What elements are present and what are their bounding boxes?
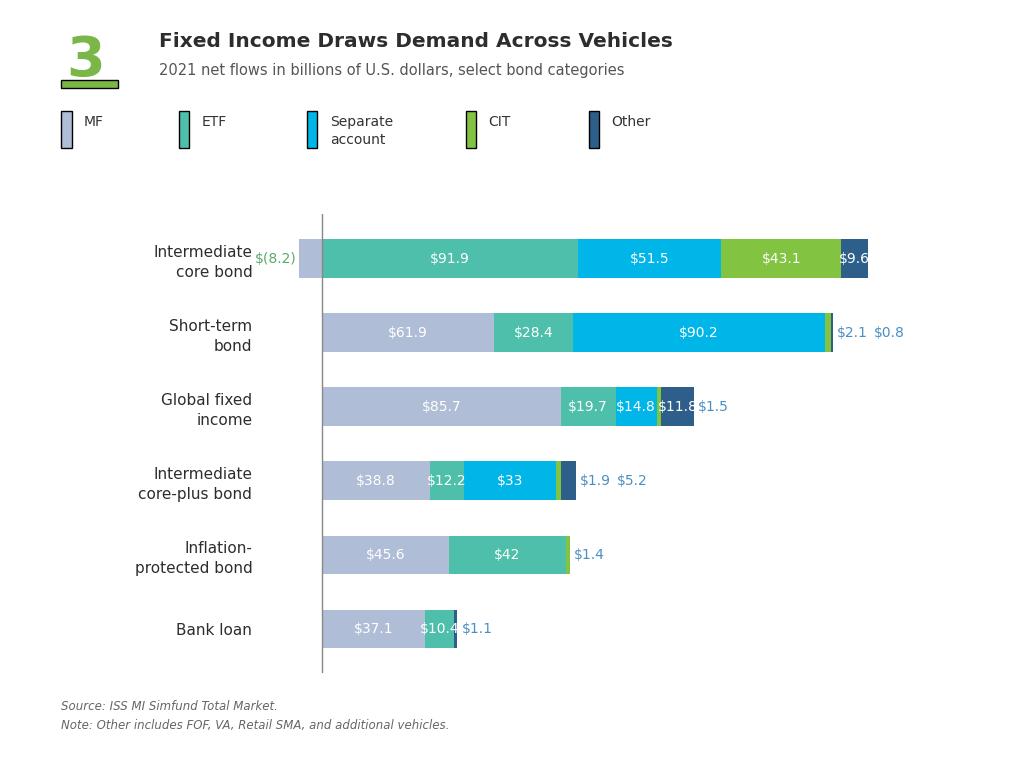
Text: MF: MF — [84, 115, 104, 129]
Text: $1.1: $1.1 — [462, 622, 493, 636]
Text: 2021 net flows in billions of U.S. dollars, select bond categories: 2021 net flows in billions of U.S. dolla… — [159, 63, 625, 78]
Text: $5.2: $5.2 — [616, 474, 647, 488]
Text: $10.4: $10.4 — [420, 622, 460, 636]
Text: 3: 3 — [67, 34, 105, 89]
Bar — [299, 239, 322, 278]
Text: $38.8: $38.8 — [356, 474, 396, 488]
Text: $1.5: $1.5 — [698, 399, 729, 414]
Bar — [660, 387, 694, 426]
Bar — [322, 314, 495, 352]
Text: Other: Other — [611, 115, 650, 129]
Text: $1.9: $1.9 — [580, 474, 611, 488]
Bar — [573, 314, 824, 352]
Bar — [322, 610, 425, 648]
Text: $19.7: $19.7 — [568, 399, 608, 414]
Text: $2.1: $2.1 — [837, 326, 867, 340]
Bar — [464, 461, 556, 500]
Text: ETF: ETF — [202, 115, 227, 129]
Text: $9.6: $9.6 — [840, 252, 870, 265]
Bar — [561, 461, 575, 500]
Text: $28.4: $28.4 — [514, 326, 554, 340]
Text: $11.8: $11.8 — [657, 399, 697, 414]
Bar — [830, 314, 833, 352]
Bar — [656, 387, 660, 426]
Bar — [322, 461, 430, 500]
Text: $12.2: $12.2 — [427, 474, 467, 488]
Bar — [561, 387, 615, 426]
Bar — [425, 610, 455, 648]
Text: $37.1: $37.1 — [354, 622, 393, 636]
Bar — [578, 239, 721, 278]
Text: $90.2: $90.2 — [679, 326, 719, 340]
Text: $91.9: $91.9 — [430, 252, 470, 265]
Bar — [449, 536, 566, 574]
Bar — [721, 239, 842, 278]
Text: Note: Other includes FOF, VA, Retail SMA, and additional vehicles.: Note: Other includes FOF, VA, Retail SMA… — [61, 719, 450, 732]
Text: $14.8: $14.8 — [616, 399, 656, 414]
Text: $(8.2): $(8.2) — [255, 252, 296, 265]
Bar — [322, 387, 561, 426]
Bar — [495, 314, 573, 352]
Bar — [455, 610, 458, 648]
Text: Source: ISS MI Simfund Total Market.: Source: ISS MI Simfund Total Market. — [61, 700, 279, 713]
Text: $45.6: $45.6 — [366, 548, 406, 562]
Text: $42: $42 — [495, 548, 520, 562]
Bar — [824, 314, 830, 352]
Text: $61.9: $61.9 — [388, 326, 428, 340]
Text: $1.4: $1.4 — [574, 548, 605, 562]
Bar — [615, 387, 656, 426]
Bar — [430, 461, 464, 500]
Text: $51.5: $51.5 — [630, 252, 670, 265]
Text: $33: $33 — [497, 474, 523, 488]
Bar — [842, 239, 868, 278]
Bar — [322, 239, 578, 278]
Bar — [322, 536, 449, 574]
Text: $43.1: $43.1 — [762, 252, 801, 265]
Bar — [566, 536, 569, 574]
Text: Separate
account: Separate account — [330, 115, 393, 147]
Text: $85.7: $85.7 — [422, 399, 461, 414]
Text: Fixed Income Draws Demand Across Vehicles: Fixed Income Draws Demand Across Vehicle… — [159, 32, 673, 51]
Text: CIT: CIT — [488, 115, 511, 129]
Bar — [556, 461, 561, 500]
Text: $0.8: $0.8 — [874, 326, 905, 340]
